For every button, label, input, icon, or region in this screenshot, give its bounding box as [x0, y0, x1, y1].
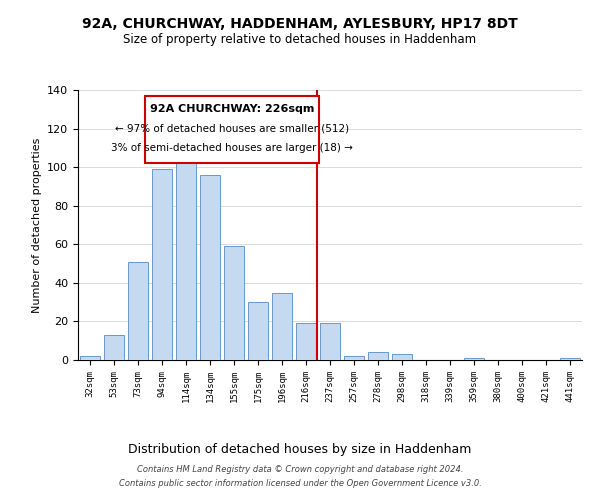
Bar: [368, 352, 388, 360]
Text: Contains HM Land Registry data © Crown copyright and database right 2024.
Contai: Contains HM Land Registry data © Crown c…: [119, 466, 481, 487]
Text: 92A CHURCHWAY: 226sqm: 92A CHURCHWAY: 226sqm: [150, 104, 314, 115]
Text: Size of property relative to detached houses in Haddenham: Size of property relative to detached ho…: [124, 32, 476, 46]
Y-axis label: Number of detached properties: Number of detached properties: [32, 138, 41, 312]
Bar: [104, 335, 124, 360]
Bar: [152, 169, 172, 360]
Bar: [200, 175, 220, 360]
Bar: [224, 246, 244, 360]
Bar: [320, 324, 340, 360]
Text: 92A, CHURCHWAY, HADDENHAM, AYLESBURY, HP17 8DT: 92A, CHURCHWAY, HADDENHAM, AYLESBURY, HP…: [82, 18, 518, 32]
Bar: [392, 354, 412, 360]
Text: 3% of semi-detached houses are larger (18) →: 3% of semi-detached houses are larger (1…: [112, 143, 353, 153]
Bar: [176, 136, 196, 360]
Bar: [272, 292, 292, 360]
Bar: [80, 356, 100, 360]
Bar: [296, 324, 316, 360]
Text: ← 97% of detached houses are smaller (512): ← 97% of detached houses are smaller (51…: [115, 124, 349, 134]
Bar: [344, 356, 364, 360]
FancyBboxPatch shape: [145, 96, 319, 164]
Bar: [464, 358, 484, 360]
Text: Distribution of detached houses by size in Haddenham: Distribution of detached houses by size …: [128, 442, 472, 456]
Bar: [128, 262, 148, 360]
Bar: [248, 302, 268, 360]
Bar: [560, 358, 580, 360]
